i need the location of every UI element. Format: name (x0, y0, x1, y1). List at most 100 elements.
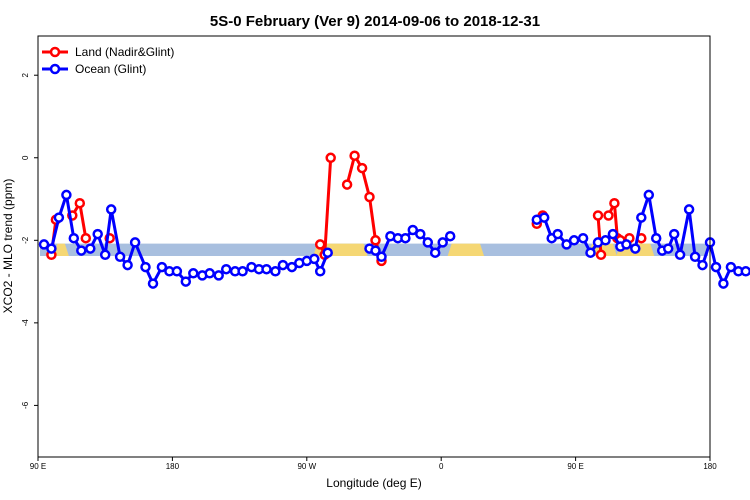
data-point (630, 243, 641, 254)
data-point (538, 212, 550, 223)
data-point (171, 266, 183, 277)
data-point (341, 179, 353, 190)
data-point (662, 243, 674, 254)
data-point (568, 235, 580, 246)
y-tick-label: 0 (21, 155, 30, 160)
data-point (156, 261, 168, 273)
data-point (725, 261, 737, 273)
data-point (674, 249, 686, 261)
x-tick-label: 90 E (567, 462, 583, 471)
y-tick-label: -4 (21, 319, 30, 327)
x-axis: 90 E 180 90 W 0 90 E 180 (30, 457, 717, 471)
plot-area (38, 150, 750, 289)
data-point (415, 228, 426, 240)
data-point (277, 259, 289, 271)
chart-title: 5S-0 February (Ver 9) 2014-09-06 to 2018… (210, 13, 540, 30)
data-point (561, 239, 572, 250)
data-point (204, 268, 215, 279)
data-point (53, 212, 65, 223)
data-point (85, 243, 96, 254)
data-point (600, 235, 611, 246)
data-point (286, 261, 298, 273)
data-point (314, 239, 326, 250)
data-point (92, 228, 103, 240)
legend-label-ocean: Ocean (Glint) (75, 62, 146, 76)
data-point (689, 251, 701, 263)
data-point (38, 239, 50, 250)
data-point (444, 230, 456, 242)
data-point (114, 251, 126, 263)
x-tick-label: 180 (703, 462, 717, 471)
data-point (80, 232, 92, 244)
data-point (577, 232, 589, 244)
legend-entry-land: Land (Nadir&Glint) (42, 45, 174, 59)
data-point (552, 228, 563, 240)
data-point (595, 249, 607, 261)
series-line (596, 215, 603, 255)
data-point (309, 253, 320, 265)
data-point (636, 212, 647, 223)
data-point (188, 268, 199, 279)
data-point (180, 276, 192, 287)
data-point (68, 232, 80, 244)
plot-frame (37, 35, 711, 458)
data-point (76, 245, 87, 256)
x-axis-label: Longitude (deg E) (326, 476, 421, 490)
data-point (74, 197, 86, 209)
data-point (621, 239, 632, 250)
data-point (325, 152, 336, 164)
data-point (607, 228, 619, 240)
data-point (437, 237, 448, 248)
data-point (603, 210, 614, 221)
data-point (270, 266, 281, 277)
data-point (213, 270, 224, 281)
data-point (147, 278, 159, 289)
data-point (710, 261, 722, 273)
data-point (220, 263, 232, 275)
data-point (718, 278, 729, 289)
data-point (609, 197, 620, 209)
data-point (122, 259, 133, 271)
x-tick-label: 90 W (297, 462, 316, 471)
land-band-segment (447, 243, 485, 256)
land-band-segment (53, 243, 69, 256)
data-point (349, 150, 360, 161)
data-point (364, 191, 375, 203)
legend-marker-land (49, 46, 61, 58)
data-point (322, 247, 333, 258)
x-tick-label: 90 E (30, 462, 46, 471)
legend-entry-ocean: Ocean (Glint) (42, 62, 146, 76)
y-tick-label: 2 (21, 72, 30, 77)
x-tick-label: 0 (439, 462, 444, 471)
data-point (46, 243, 57, 254)
series-ocean (38, 189, 750, 289)
data-point (99, 249, 111, 261)
y-axis-label: XCO2 - MLO trend (ppm) (1, 179, 15, 314)
data-point (683, 204, 695, 215)
data-point (643, 189, 655, 201)
data-point (129, 237, 141, 248)
data-point (697, 259, 708, 271)
data-point (585, 247, 596, 258)
data-point (356, 162, 368, 174)
y-tick-label: -2 (21, 236, 30, 244)
data-point (376, 251, 387, 263)
data-point (400, 232, 411, 244)
y-axis: 2 0 -2 -4 -6 (21, 72, 38, 409)
data-point (650, 232, 662, 244)
data-point (105, 204, 117, 215)
data-point (314, 266, 326, 277)
data-point (429, 247, 441, 258)
data-point (261, 263, 272, 275)
x-tick-label: 180 (166, 462, 180, 471)
data-point (140, 261, 151, 273)
data-point (237, 266, 248, 277)
data-point (740, 266, 750, 277)
chart-legend: Land (Nadir&Glint) Ocean (Glint) (42, 45, 174, 76)
data-point (370, 245, 381, 256)
data-point (668, 228, 680, 240)
data-point (370, 235, 381, 246)
legend-label-land: Land (Nadir&Glint) (75, 45, 174, 59)
data-point (407, 224, 419, 236)
